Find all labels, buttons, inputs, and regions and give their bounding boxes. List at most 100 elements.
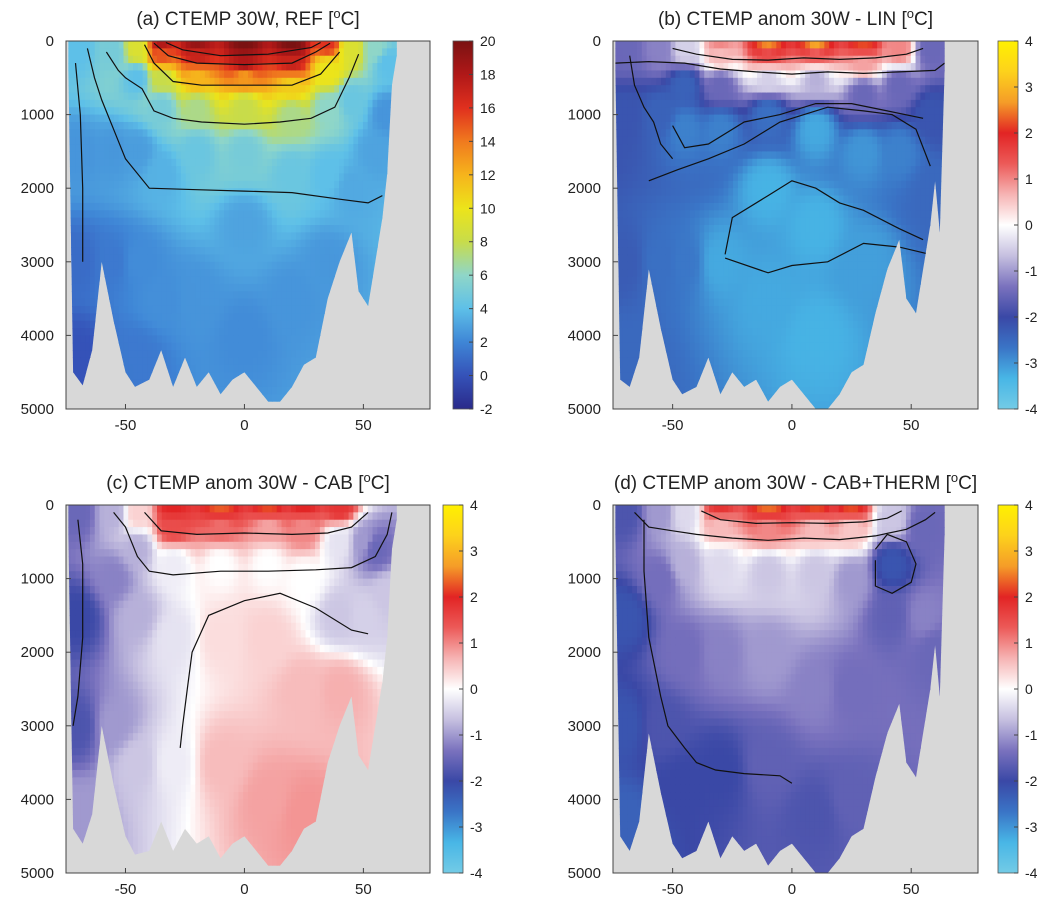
heatmap-cell (200, 77, 206, 86)
heatmap-cell (94, 276, 101, 285)
heatmap-cell (109, 85, 115, 94)
heatmap-cell (704, 121, 710, 130)
heatmap-cell (209, 283, 216, 292)
heatmap-cell (80, 305, 86, 314)
heatmap-cell (224, 320, 230, 329)
heatmap-cell (641, 136, 648, 145)
heatmap-cell (80, 92, 86, 101)
heatmap-cell (685, 99, 691, 108)
heatmap-cell (262, 166, 268, 175)
heatmap-cell (353, 114, 359, 123)
heatmap-cell (200, 63, 206, 72)
heatmap-cell (685, 158, 691, 167)
heatmap-cell (128, 136, 134, 145)
heatmap-cell (305, 136, 311, 145)
heatmap-cell (166, 85, 172, 94)
heatmap-cell (651, 48, 657, 57)
heatmap-cell (694, 342, 701, 351)
heatmap-cell (257, 342, 263, 351)
heatmap-cell (324, 269, 331, 278)
heatmap-cell (310, 298, 316, 307)
heatmap-cell (651, 283, 657, 292)
heatmap-cell (176, 350, 182, 359)
heatmap-cell (334, 158, 340, 167)
heatmap-cell (377, 121, 383, 130)
heatmap-cell (166, 328, 172, 336)
heatmap-cell (137, 328, 144, 336)
heatmap-cell (171, 195, 177, 204)
heatmap-cell (171, 166, 177, 175)
heatmap-cell (70, 342, 77, 351)
heatmap-cell (209, 188, 216, 197)
heatmap-cell (305, 173, 311, 182)
heatmap-cell (386, 114, 393, 123)
heatmap-cell (200, 239, 206, 248)
heatmap-cell (166, 114, 172, 123)
heatmap-cell (85, 107, 91, 116)
heatmap-cell (224, 41, 230, 49)
heatmap-cell (699, 313, 705, 322)
heatmap-cell (617, 99, 624, 108)
heatmap-cell (713, 239, 720, 248)
heatmap-cell (339, 158, 345, 167)
heatmap-cell (171, 276, 177, 285)
heatmap-cell (185, 188, 192, 197)
heatmap-cell (637, 166, 643, 175)
heatmap-cell (358, 217, 364, 226)
heatmap-cell (224, 195, 230, 204)
heatmap-cell (94, 136, 101, 145)
heatmap-cell (319, 269, 326, 278)
heatmap-cell (190, 48, 196, 57)
heatmap-cell (166, 55, 172, 64)
heatmap-cell (161, 41, 168, 49)
heatmap-cell (334, 225, 340, 233)
heatmap-cell (152, 320, 158, 329)
heatmap-cell (123, 107, 129, 116)
heatmap-cell (190, 92, 196, 101)
heatmap-cell (295, 166, 302, 175)
heatmap-cell (104, 217, 110, 226)
heatmap-cell (166, 129, 172, 138)
heatmap-cell (334, 85, 340, 94)
heatmap-cell (137, 217, 144, 226)
heatmap-cell (291, 77, 297, 86)
heatmap-cell (133, 298, 139, 307)
heatmap-cell (685, 136, 691, 145)
heatmap-cell (694, 85, 701, 94)
heatmap-cell (362, 247, 369, 256)
heatmap-cell (358, 225, 364, 233)
heatmap-cell (85, 136, 91, 145)
heatmap-cell (113, 41, 120, 49)
heatmap-cell (142, 158, 149, 167)
heatmap-cell (310, 225, 316, 233)
heatmap-cell (295, 217, 302, 226)
heatmap-cell (680, 254, 686, 263)
heatmap-cell (713, 217, 720, 226)
heatmap-cell (157, 225, 163, 233)
heatmap-cell (617, 151, 624, 160)
heatmap-cell (670, 298, 677, 307)
heatmap-cell (142, 173, 149, 182)
heatmap-cell (214, 99, 220, 108)
heatmap-cell (190, 364, 196, 373)
heatmap-cell (166, 195, 172, 204)
heatmap-cell (204, 63, 211, 72)
heatmap-cell (94, 254, 101, 263)
heatmap-cell (319, 99, 326, 108)
heatmap-cell (281, 342, 287, 351)
heatmap-cell (680, 121, 686, 130)
heatmap-cell (615, 41, 619, 49)
heatmap-cell (195, 261, 201, 270)
colorbar-tick-label: 12 (480, 167, 496, 183)
heatmap-cell (704, 195, 710, 204)
heatmap-cell (271, 239, 278, 248)
heatmap-cell (641, 129, 648, 138)
heatmap-cell (627, 350, 633, 359)
heatmap-cell (694, 357, 701, 366)
heatmap-cell (704, 305, 710, 314)
heatmap-cell (228, 55, 235, 64)
heatmap-cell (89, 217, 96, 226)
heatmap-cell (123, 350, 129, 359)
heatmap-cell (133, 239, 139, 248)
heatmap-cell (195, 232, 201, 241)
